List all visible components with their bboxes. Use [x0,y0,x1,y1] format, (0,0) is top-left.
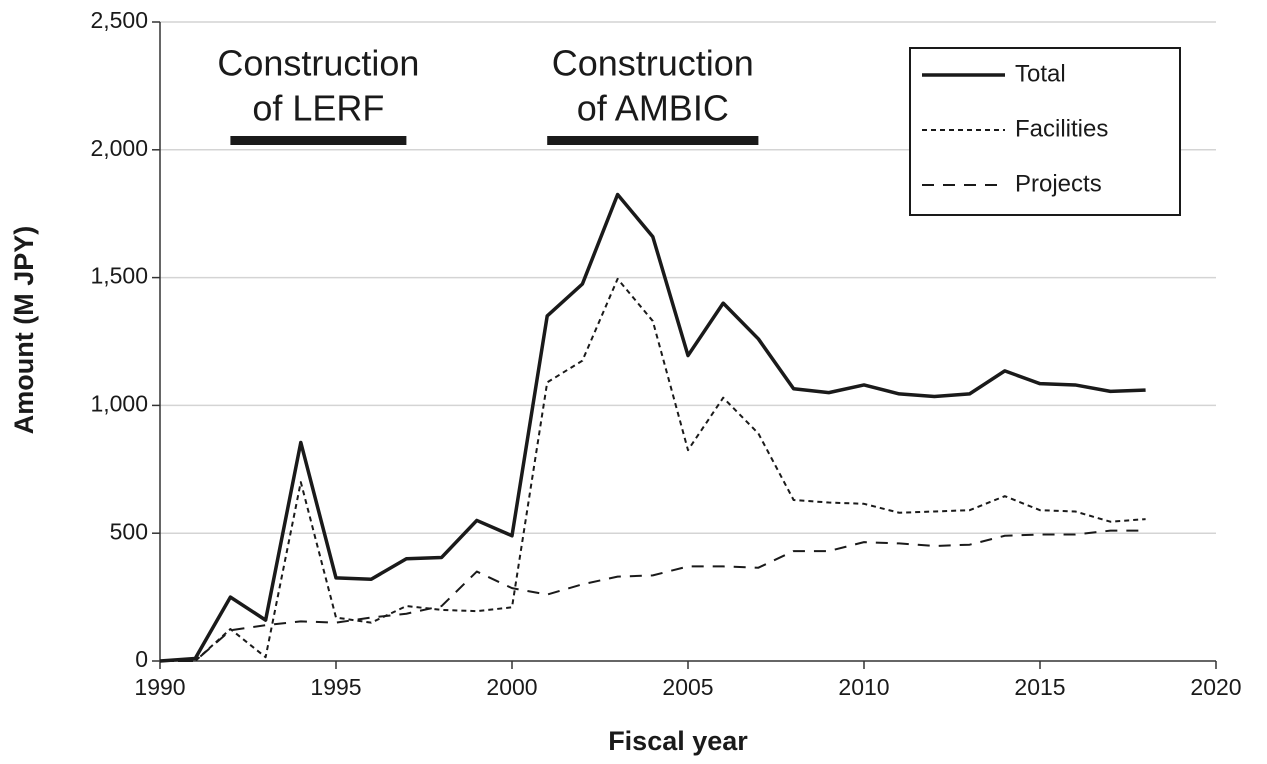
legend-label: Projects [1015,170,1102,197]
y-axis-title: Amount (M JPY) [9,226,39,435]
annotation-text: of AMBIC [577,88,729,129]
y-tick-label: 1,500 [90,263,148,289]
x-tick-label: 1990 [134,674,185,700]
x-tick-label: 2010 [838,674,889,700]
annotation-bar [230,136,407,145]
y-tick-label: 0 [135,646,148,672]
y-tick-label: 2,000 [90,135,148,161]
y-tick-label: 500 [110,518,148,544]
x-tick-label: 2005 [662,674,713,700]
x-tick-label: 2020 [1190,674,1241,700]
annotation-text: Construction [552,43,754,84]
line-series [160,277,1146,662]
annotation-text: of LERF [252,88,384,129]
line-series [159,192,1146,663]
annotation-text: Construction [217,43,419,84]
annotation-bar [547,136,759,145]
legend-label: Total [1015,60,1066,87]
line-series [160,529,1146,662]
x-tick-label: 1995 [310,674,361,700]
x-axis-title: Fiscal year [608,726,748,756]
legend-label: Facilities [1015,115,1108,142]
x-tick-label: 2000 [486,674,537,700]
y-tick-label: 1,000 [90,390,148,416]
y-tick-label: 2,500 [90,7,148,33]
x-tick-label: 2015 [1014,674,1065,700]
